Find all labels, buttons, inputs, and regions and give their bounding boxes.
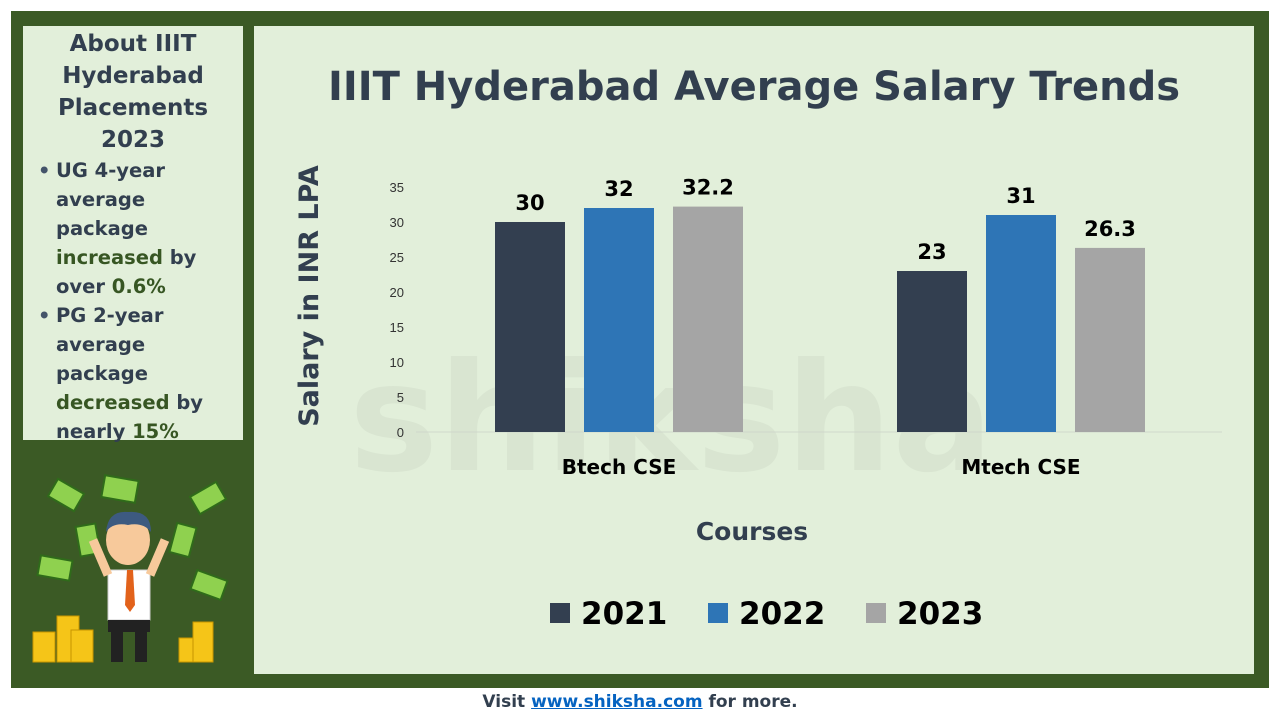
footer-text: for more. (702, 692, 798, 712)
y-tick-label: 15 (390, 320, 404, 335)
bullet-text: PG 2-year average package (56, 304, 164, 385)
data-label: 26.3 (1084, 217, 1136, 241)
summary-panel: About IIIT Hyderabad Placements 2023 UG … (23, 26, 243, 443)
legend-label: 2021 (581, 596, 667, 632)
legend-swatch-2023 (866, 603, 886, 623)
bullet-text: by nearly (56, 391, 204, 443)
summary-bullet: PG 2-year average package decreased by n… (38, 301, 243, 446)
bullet-value: 15% (132, 420, 179, 443)
legend-swatch-2022 (708, 603, 728, 623)
data-label: 32 (604, 177, 633, 201)
bar-2023 (1075, 247, 1145, 432)
bullet-value: 0.6% (111, 275, 166, 298)
data-label: 30 (515, 191, 544, 215)
bullet-text: by over (56, 246, 197, 298)
bullet-highlight: increased (56, 246, 163, 269)
y-axis-label: Salary in INR LPA (294, 165, 325, 427)
data-label: 32.2 (682, 176, 734, 200)
bullet-text: UG 4-year average package (56, 159, 166, 240)
legend-label: 2022 (739, 596, 825, 632)
chart-title: IIIT Hyderabad Average Salary Trends (327, 64, 1181, 110)
watermark: shiksha (349, 332, 994, 506)
y-tick-label: 35 (390, 180, 404, 195)
bar-2022 (986, 215, 1056, 432)
data-label: 31 (1006, 184, 1035, 208)
summary-bullet: UG 4-year average package increased by o… (38, 156, 243, 301)
money-man-illustration (32, 474, 229, 663)
data-label: 23 (917, 240, 946, 264)
category-label: Mtech CSE (961, 455, 1080, 479)
y-tick-label: 30 (390, 215, 404, 230)
y-tick-label: 0 (397, 425, 404, 440)
category-label: Btech CSE (562, 455, 677, 479)
bullet-highlight: decreased (56, 391, 170, 414)
shiksha-link[interactable]: www.shiksha.com (531, 692, 703, 712)
legend-label: 2023 (897, 596, 983, 632)
bar-2022 (584, 208, 654, 432)
bar-2021 (897, 271, 967, 432)
bar-2021 (495, 222, 565, 432)
y-tick-label: 10 (390, 355, 404, 370)
footer-text: Visit (482, 692, 532, 712)
y-tick-label: 5 (397, 390, 404, 405)
bar-2023 (673, 206, 743, 432)
chart-panel: IIIT Hyderabad Average Salary Trends shi… (254, 26, 1254, 674)
summary-heading: About IIIT Hyderabad Placements 2023 (57, 31, 209, 153)
y-tick-label: 20 (390, 285, 404, 300)
legend-swatch-2021 (550, 603, 570, 623)
y-tick-label: 25 (390, 250, 404, 265)
summary-list: UG 4-year average package increased by o… (23, 156, 243, 446)
footer: Visit www.shiksha.com for more. (0, 692, 1280, 712)
x-axis-label: Courses (696, 517, 808, 546)
